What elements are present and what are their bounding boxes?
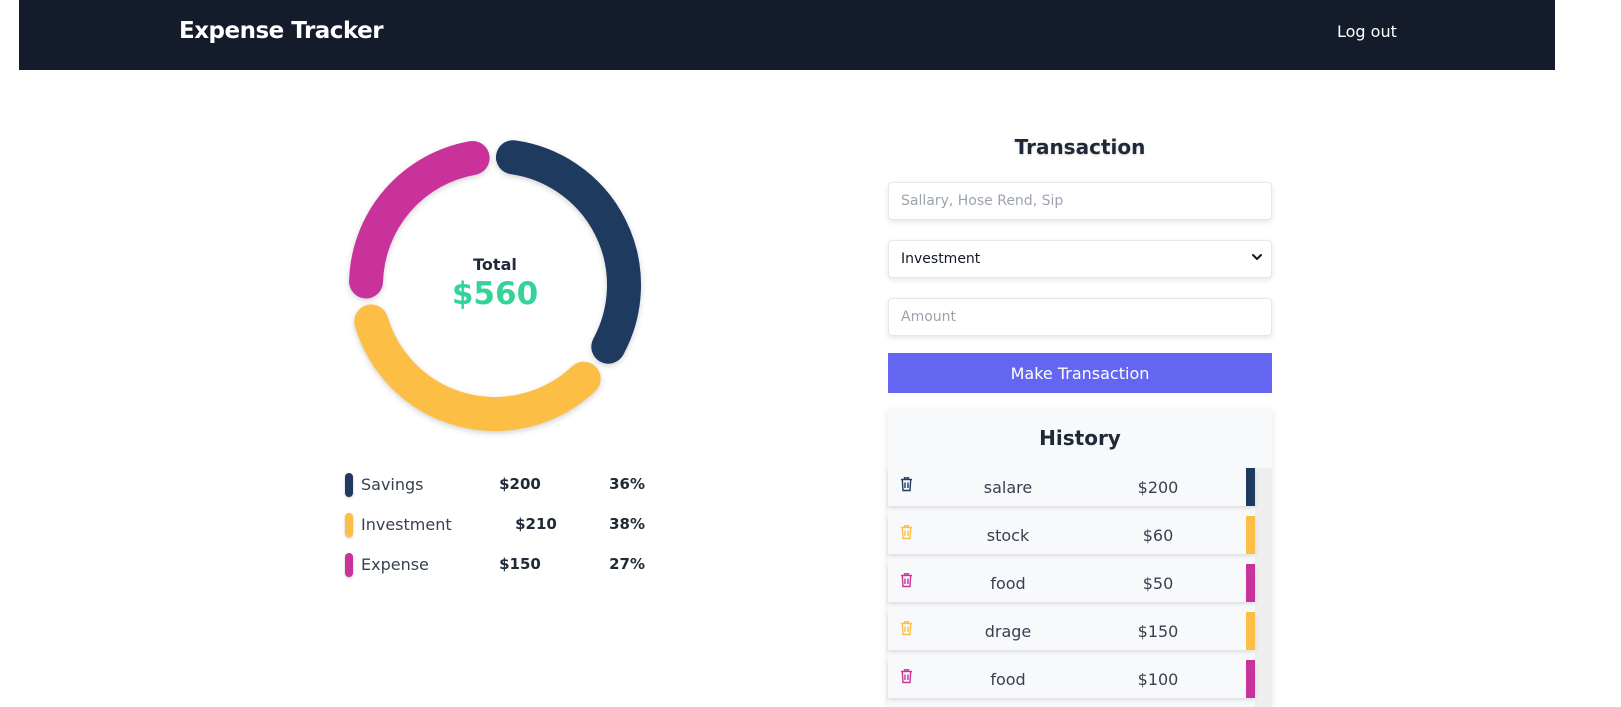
legend-swatch (345, 553, 353, 577)
history-item: salare $200 (888, 468, 1255, 506)
trash-icon[interactable] (900, 572, 913, 588)
legend-amount: $210 (515, 515, 557, 533)
trash-icon[interactable] (900, 668, 913, 684)
history-item-color-bar (1246, 516, 1255, 554)
history-item-amount: $50 (1142, 574, 1174, 593)
history-item-amount: $150 (1137, 622, 1179, 641)
app-title: Expense Tracker (179, 18, 384, 44)
history-list: salare $200 stock $60 food $50 drage $150 food $1… (888, 468, 1272, 698)
history-item: drage $150 (888, 612, 1255, 650)
legend-swatch (345, 513, 353, 537)
trash-icon[interactable] (900, 476, 913, 492)
legend-row-investment: Investment $210 38% (345, 510, 645, 550)
transaction-type-select[interactable]: Investment (888, 240, 1272, 278)
logout-button[interactable]: Log out (1337, 22, 1397, 41)
chart-legend: Savings $200 36% Investment $210 38% Exp… (345, 470, 645, 590)
history-item: food $50 (888, 564, 1255, 602)
legend-percent: 27% (609, 555, 645, 573)
transaction-form: Transaction Investment Make Transaction (888, 130, 1272, 393)
donut-segment-investment (354, 304, 601, 431)
legend-row-expense: Expense $150 27% (345, 550, 645, 590)
make-transaction-button[interactable]: Make Transaction (888, 353, 1272, 393)
total-value: $560 (451, 276, 539, 312)
history-item-color-bar (1246, 660, 1255, 698)
chevron-down-icon (1251, 251, 1263, 266)
transaction-name-input[interactable] (888, 182, 1272, 220)
history-item-color-bar (1246, 612, 1255, 650)
legend-name: Expense (361, 555, 429, 574)
donut-segment-expense (349, 140, 490, 299)
history-item: food $100 (888, 660, 1255, 698)
legend-name: Investment (361, 515, 452, 534)
legend-percent: 36% (609, 475, 645, 493)
scrollbar[interactable] (1255, 468, 1272, 707)
history-item-name: food (990, 574, 1026, 593)
history-item-color-bar (1246, 564, 1255, 602)
donut-chart: Total $560 (330, 120, 660, 450)
total-label: Total (473, 255, 517, 274)
history-item: stock $60 (888, 516, 1255, 554)
history-item-name: stock (986, 526, 1030, 545)
history-item-amount: $200 (1137, 478, 1179, 497)
history-item-amount: $100 (1137, 670, 1179, 689)
history-item-color-bar (1246, 468, 1255, 506)
history-item-name: salare (983, 478, 1033, 497)
legend-amount: $200 (499, 475, 541, 493)
history-title: History (1039, 426, 1121, 450)
transaction-title: Transaction (1014, 135, 1146, 159)
donut-chart-svg (349, 140, 641, 431)
history-item-name: food (990, 670, 1026, 689)
trash-icon[interactable] (900, 524, 913, 540)
legend-percent: 38% (609, 515, 645, 533)
history-item-name: drage (984, 622, 1032, 641)
navbar: Expense Tracker Log out (19, 0, 1555, 70)
legend-amount: $150 (499, 555, 541, 573)
legend-row-savings: Savings $200 36% (345, 470, 645, 510)
donut-segment-savings (495, 140, 641, 364)
history-panel: History salare $200 stock $60 food $50 drage $1… (888, 410, 1272, 707)
legend-name: Savings (361, 475, 424, 494)
amount-input[interactable] (888, 298, 1272, 336)
trash-icon[interactable] (900, 620, 913, 636)
history-item-amount: $60 (1142, 526, 1174, 545)
select-value: Investment (901, 251, 981, 267)
legend-swatch (345, 473, 353, 497)
